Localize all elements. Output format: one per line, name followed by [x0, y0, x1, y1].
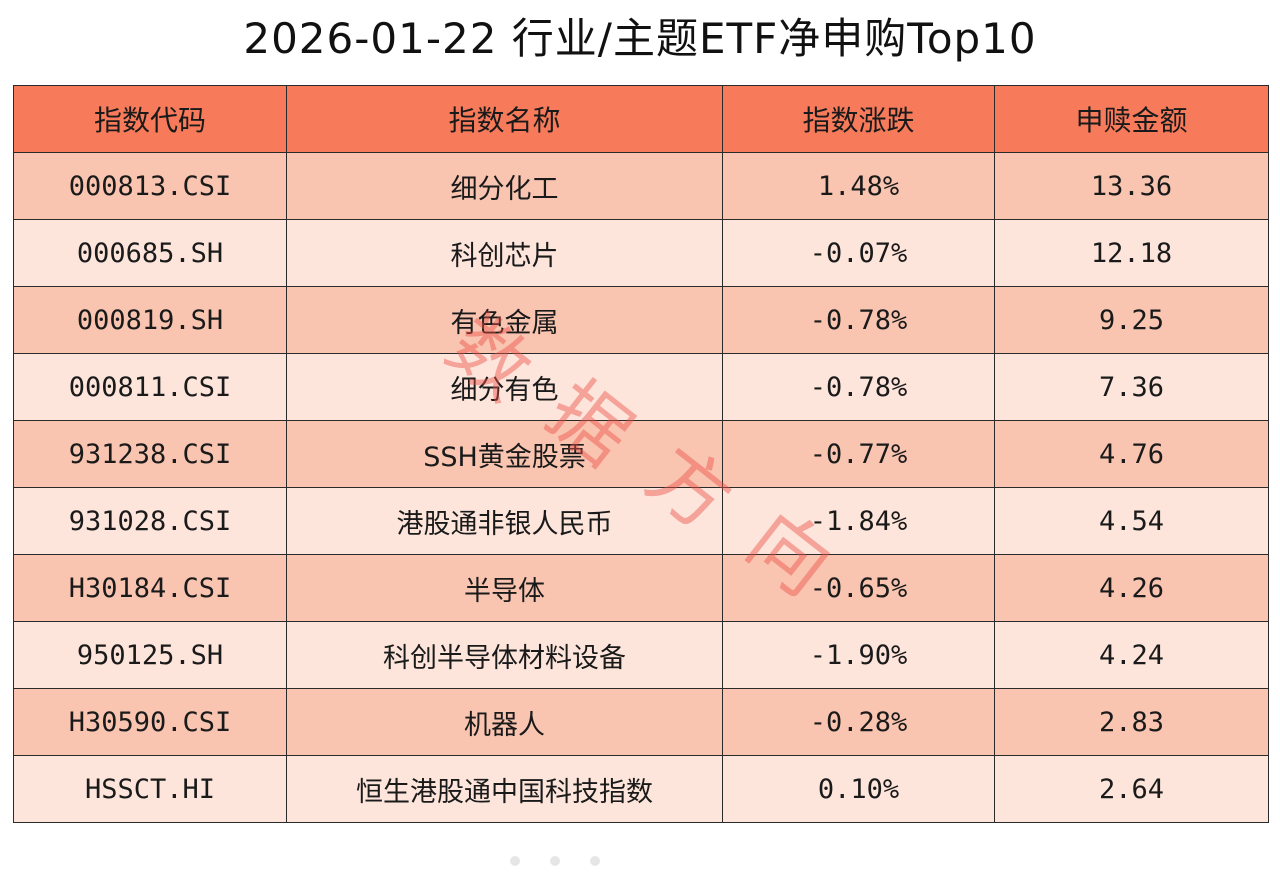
column-header-code: 指数代码 — [13, 85, 287, 153]
cell-change: 0.10% — [722, 755, 995, 823]
cell-name: 细分化工 — [286, 152, 723, 220]
footer-dot — [510, 856, 520, 866]
cell-name: 科创芯片 — [286, 219, 723, 287]
table-row: 931238.CSI SSH黄金股票 -0.77% 4.76 — [13, 420, 1269, 488]
cell-amount: 7.36 — [994, 353, 1269, 421]
cell-code: H30184.CSI — [13, 554, 287, 622]
cell-code: 931238.CSI — [13, 420, 287, 488]
cell-amount: 2.83 — [994, 688, 1269, 756]
column-header-amount: 申赎金额 — [994, 85, 1269, 153]
cell-change: -0.78% — [722, 286, 995, 354]
cell-code: H30590.CSI — [13, 688, 287, 756]
cell-amount: 13.36 — [994, 152, 1269, 220]
cell-code: 000685.SH — [13, 219, 287, 287]
cell-amount: 12.18 — [994, 219, 1269, 287]
cell-change: -1.84% — [722, 487, 995, 555]
table-row: 931028.CSI 港股通非银人民币 -1.84% 4.54 — [13, 487, 1269, 555]
cell-code: HSSCT.HI — [13, 755, 287, 823]
cell-code: 000819.SH — [13, 286, 287, 354]
footer-dot — [590, 856, 600, 866]
table-row: H30590.CSI 机器人 -0.28% 2.83 — [13, 688, 1269, 756]
cell-name: 有色金属 — [286, 286, 723, 354]
cell-name: 恒生港股通中国科技指数 — [286, 755, 723, 823]
cell-name: SSH黄金股票 — [286, 420, 723, 488]
cell-change: -0.28% — [722, 688, 995, 756]
table-row: 000811.CSI 细分有色 -0.78% 7.36 — [13, 353, 1269, 421]
etf-table: 指数代码 指数名称 指数涨跌 申赎金额 000813.CSI 细分化工 1.48% 1… — [13, 85, 1269, 823]
cell-amount: 4.54 — [994, 487, 1269, 555]
cell-code: 931028.CSI — [13, 487, 287, 555]
table-row: H30184.CSI 半导体 -0.65% 4.26 — [13, 554, 1269, 622]
footer-dot — [550, 856, 560, 866]
cell-code: 950125.SH — [13, 621, 287, 689]
cell-code: 000811.CSI — [13, 353, 287, 421]
table-row: HSSCT.HI 恒生港股通中国科技指数 0.10% 2.64 — [13, 755, 1269, 823]
cell-change: -0.78% — [722, 353, 995, 421]
cell-change: -0.65% — [722, 554, 995, 622]
cell-name: 细分有色 — [286, 353, 723, 421]
table-row: 000685.SH 科创芯片 -0.07% 12.18 — [13, 219, 1269, 287]
table-body: 000813.CSI 细分化工 1.48% 13.36 000685.SH 科创芯片 -0.… — [13, 152, 1269, 823]
cell-amount: 4.24 — [994, 621, 1269, 689]
cell-name: 港股通非银人民币 — [286, 487, 723, 555]
footer-decoration — [490, 848, 790, 872]
cell-amount: 9.25 — [994, 286, 1269, 354]
cell-change: 1.48% — [722, 152, 995, 220]
table-row: 000819.SH 有色金属 -0.78% 9.25 — [13, 286, 1269, 354]
chart-title: 2026-01-22 行业/主题ETF净申购Top10 — [243, 14, 1037, 63]
table-row: 000813.CSI 细分化工 1.48% 13.36 — [13, 152, 1269, 220]
cell-change: -1.90% — [722, 621, 995, 689]
cell-name: 机器人 — [286, 688, 723, 756]
table-header-row: 指数代码 指数名称 指数涨跌 申赎金额 — [13, 85, 1269, 153]
cell-code: 000813.CSI — [13, 152, 287, 220]
cell-change: -0.77% — [722, 420, 995, 488]
column-header-change: 指数涨跌 — [722, 85, 995, 153]
cell-amount: 4.76 — [994, 420, 1269, 488]
cell-change: -0.07% — [722, 219, 995, 287]
cell-amount: 2.64 — [994, 755, 1269, 823]
cell-name: 科创半导体材料设备 — [286, 621, 723, 689]
column-header-name: 指数名称 — [286, 85, 723, 153]
cell-name: 半导体 — [286, 554, 723, 622]
cell-amount: 4.26 — [994, 554, 1269, 622]
table-row: 950125.SH 科创半导体材料设备 -1.90% 4.24 — [13, 621, 1269, 689]
